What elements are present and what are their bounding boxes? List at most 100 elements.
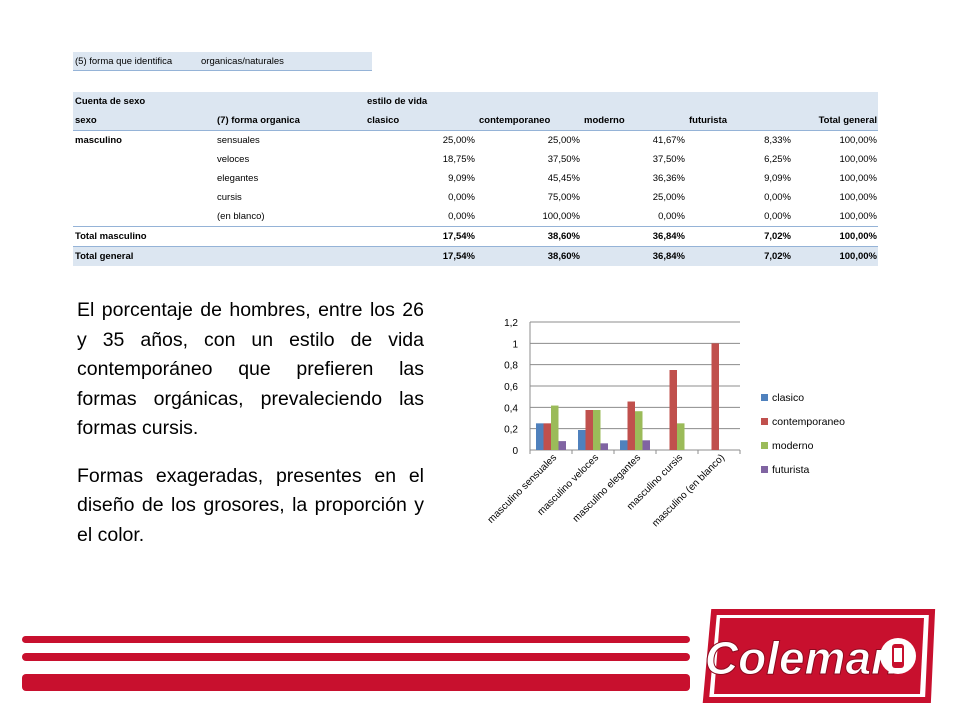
total-general-row: Total general 17,54% 38,60% 36,84% 7,02%… [73, 246, 878, 266]
cell: 0,00% [448, 192, 475, 203]
pivot-header-row-2: sexo (7) forma organica clasico contempo… [73, 111, 878, 131]
cell: 7,02% [764, 231, 791, 242]
bar-chart: 00,20,40,60,811,2 masculino sensualesmas… [486, 318, 845, 529]
bar-contemporaneo [669, 370, 677, 450]
cell: 9,09% [764, 173, 791, 184]
y-tick-label: 0,4 [504, 403, 518, 414]
y-tick-label: 1 [512, 339, 518, 350]
cell: 0,00% [764, 211, 791, 222]
bar-moderno [677, 423, 685, 450]
cell: 100,00% [839, 231, 877, 242]
bar-contemporaneo [585, 410, 593, 450]
cell: 8,33% [764, 135, 791, 146]
red-stripe [22, 636, 690, 643]
cell: 100,00% [839, 154, 877, 165]
chart-y-ticks: 0 0,2 0,4 0,6 0,8 1 1,2 [504, 318, 518, 457]
paragraph-1: El porcentaje de hombres, entre los 26 y… [77, 299, 424, 439]
cell: 75,00% [547, 192, 580, 203]
cell: 17,54% [442, 251, 475, 262]
row-label: Total general [75, 251, 134, 262]
row-label: cursis [217, 192, 242, 203]
table-row: masculino sensuales 25,00% 25,00% 41,67%… [73, 131, 878, 150]
cell: 0,00% [764, 192, 791, 203]
cell: 25,00% [547, 135, 580, 146]
legend-label: contemporaneo [772, 416, 845, 428]
y-tick-label: 0 [512, 446, 518, 457]
bar-clasico [620, 440, 628, 450]
cell: 25,00% [652, 192, 685, 203]
y-tick-label: 1,2 [504, 318, 518, 329]
table-row: cursis 0,00% 75,00% 25,00% 0,00% 100,00% [73, 188, 878, 207]
pivot-table: Cuenta de sexo estilo de vida sexo (7) f… [73, 92, 878, 266]
bar-futurista [600, 443, 608, 450]
pivot-measure-label: Cuenta de sexo [75, 96, 146, 107]
y-tick-label: 0,6 [504, 382, 518, 393]
bar-moderno [593, 410, 601, 450]
cell: 25,00% [442, 135, 475, 146]
bar-clasico [536, 423, 544, 450]
filter-value[interactable]: organicas/naturales [201, 55, 284, 67]
y-tick-label: 0,2 [504, 425, 518, 436]
cell: 6,25% [764, 154, 791, 165]
pivot-header-futurista: futurista [689, 115, 727, 126]
bar-futurista [642, 440, 650, 450]
cell: 9,09% [448, 173, 475, 184]
body-text: El porcentaje de hombres, entre los 26 y… [77, 296, 424, 568]
bar-clasico [578, 430, 586, 450]
bar-moderno [635, 411, 643, 450]
coleman-logo: Coleman [702, 609, 936, 703]
total-masculino-row: Total masculino 17,54% 38,60% 36,84% 7,0… [73, 226, 878, 246]
row-label: Total masculino [75, 231, 147, 242]
row-label: elegantes [217, 173, 259, 184]
cell: 45,45% [547, 173, 580, 184]
bar-contemporaneo [711, 343, 719, 450]
report-filter: (5) forma que identifica organicas/natur… [73, 52, 372, 71]
pivot-header-contemporaneo: contemporaneo [479, 115, 551, 126]
row-label: veloces [217, 154, 250, 165]
lantern-icon [880, 638, 916, 674]
cell: 38,60% [547, 231, 580, 242]
y-tick-label: 0,8 [504, 361, 518, 372]
cell: 7,02% [764, 251, 791, 262]
pivot-header-row-1: Cuenta de sexo estilo de vida [73, 92, 878, 111]
pivot-column-field[interactable]: estilo de vida [367, 96, 428, 107]
pivot-header-moderno: moderno [584, 115, 625, 126]
bar-futurista [558, 441, 566, 450]
pivot-header-sexo[interactable]: sexo [75, 115, 97, 126]
legend-swatch [761, 394, 768, 401]
cell: 17,54% [442, 231, 475, 242]
legend-label: moderno [772, 440, 814, 452]
table-row: (en blanco) 0,00% 100,00% 0,00% 0,00% 10… [73, 207, 878, 226]
cell: 37,50% [652, 154, 685, 165]
legend-swatch [761, 442, 768, 449]
pivot-header-clasico: clasico [367, 115, 400, 126]
cell: 18,75% [442, 154, 475, 165]
x-tick-label: masculino sensuales [486, 452, 559, 525]
cell: 100,00% [839, 251, 877, 262]
row-label: sensuales [217, 135, 260, 146]
cell: 100,00% [839, 211, 877, 222]
legend-label: clasico [772, 392, 804, 404]
table-row: elegantes 9,09% 45,45% 36,36% 9,09% 100,… [73, 169, 878, 188]
pivot-header-total: Total general [818, 115, 877, 126]
cell: 100,00% [839, 135, 877, 146]
legend-label: futurista [772, 464, 810, 476]
bar-contemporaneo [543, 423, 551, 450]
legend-swatch [761, 466, 768, 473]
bar-contemporaneo [627, 401, 635, 450]
chart-bars [536, 343, 719, 450]
pivot-header-forma[interactable]: (7) forma organica [217, 115, 300, 126]
legend-swatch [761, 418, 768, 425]
pivot-group-label: masculino [75, 135, 122, 146]
cell: 41,67% [652, 135, 685, 146]
cell: 100,00% [542, 211, 580, 222]
row-label: (en blanco) [217, 211, 265, 222]
cell: 36,84% [652, 251, 685, 262]
cell: 36,36% [652, 173, 685, 184]
logo-text: Coleman [705, 632, 899, 684]
x-tick-label: masculino (en blanco) [650, 452, 727, 529]
table-row: veloces 18,75% 37,50% 37,50% 6,25% 100,0… [73, 150, 878, 169]
cell: 0,00% [658, 211, 685, 222]
cell: 38,60% [547, 251, 580, 262]
